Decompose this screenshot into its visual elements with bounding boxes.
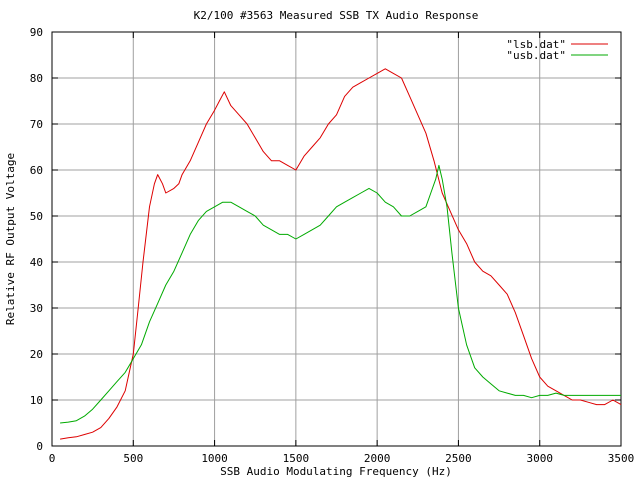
series-line-1 <box>60 68 622 440</box>
y-tick-label: 20 <box>30 348 43 361</box>
x-tick-label: 1000 <box>201 452 228 465</box>
legend-label: "usb.dat" <box>506 49 566 62</box>
x-tick-label: 0 <box>49 452 56 465</box>
x-tick-label: 2000 <box>364 452 391 465</box>
y-tick-label: 60 <box>30 164 43 177</box>
y-tick-label: 10 <box>30 394 43 407</box>
x-tick-label: 2500 <box>445 452 472 465</box>
series-line-2 <box>60 164 621 424</box>
legend: "lsb.dat""usb.dat" <box>506 38 608 62</box>
chart-title: K2/100 #3563 Measured SSB TX Audio Respo… <box>194 9 479 22</box>
x-tick-label: 3000 <box>526 452 553 465</box>
y-tick-label: 50 <box>30 210 43 223</box>
x-tick-label: 500 <box>123 452 143 465</box>
plot-frame <box>51 31 622 447</box>
y-tick-label: 40 <box>30 256 43 269</box>
ticks: 0 10 20 30 40 50 60 70 80 90 0 500 1000 1500 2000 2500 3… <box>30 26 635 465</box>
y-tick-label: 30 <box>30 302 43 315</box>
y-tick-label: 80 <box>30 72 43 85</box>
y-tick-label: 70 <box>30 118 43 131</box>
grid <box>52 32 621 446</box>
x-tick-label: 3500 <box>608 452 635 465</box>
y-axis-label: Relative RF Output Voltage <box>4 153 17 325</box>
x-axis-label: SSB Audio Modulating Frequency (Hz) <box>220 465 452 478</box>
y-tick-label: 90 <box>30 26 43 39</box>
legend-label: "lsb.dat" <box>506 38 566 51</box>
x-tick-label: 1500 <box>283 452 310 465</box>
y-tick-label: 0 <box>36 440 43 453</box>
series <box>60 68 622 440</box>
